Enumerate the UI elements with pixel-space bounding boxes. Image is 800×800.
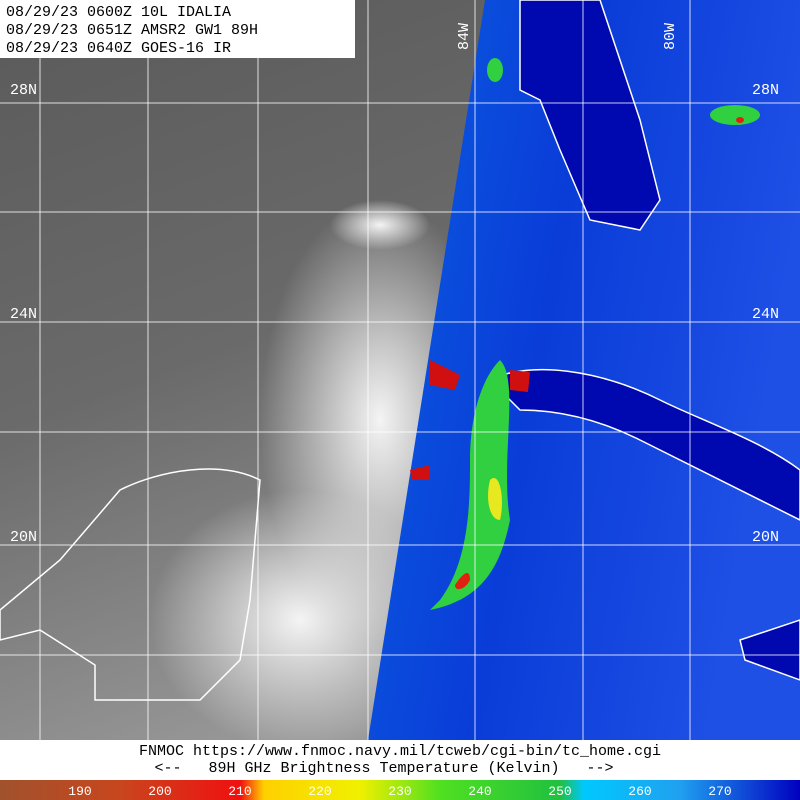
colorbar-tick-label: 250 — [548, 784, 571, 799]
colorbar-tick-label: 200 — [148, 784, 171, 799]
longitude-label: 84W — [456, 23, 473, 50]
longitude-label: 80W — [662, 23, 679, 50]
colorbar-ticks: 190 200 210 220 230 240 250 260 270 — [68, 784, 731, 799]
yucatan-coastline — [0, 468, 261, 701]
latitude-label: 28N — [752, 82, 779, 99]
colorbar-tick-label: 230 — [388, 784, 411, 799]
source-url: FNMOC https://www.fnmoc.navy.mil/tcweb/c… — [139, 743, 661, 760]
header-line: 08/29/23 0640Z GOES-16 IR — [6, 40, 231, 57]
precipitation — [410, 58, 760, 610]
header-line: 08/29/23 0651Z AMSR2 GW1 89H — [6, 22, 258, 39]
colorbar-tick-label: 260 — [628, 784, 651, 799]
latitude-label: 20N — [752, 529, 779, 546]
colorbar — [0, 780, 800, 800]
colorbar-title: <-- 89H GHz Brightness Temperature (Kelv… — [154, 760, 613, 777]
island — [739, 619, 800, 681]
header-box — [0, 0, 355, 58]
colorbar-tick-label: 220 — [308, 784, 331, 799]
colorbar-tick-label: 190 — [68, 784, 91, 799]
cuba — [488, 368, 800, 521]
latitude-label: 24N — [752, 306, 779, 323]
latitude-label: 28N — [10, 82, 37, 99]
florida — [519, 0, 661, 231]
latitude-label: 24N — [10, 306, 37, 323]
graticule — [0, 0, 800, 740]
colorbar-tick-label: 210 — [228, 784, 251, 799]
colorbar-tick-label: 240 — [468, 784, 491, 799]
map: 08/29/23 0600Z 10L IDALIA 08/29/23 0651Z… — [0, 0, 800, 750]
colorbar-tick-label: 270 — [708, 784, 731, 799]
header-line: 08/29/23 0600Z 10L IDALIA — [6, 4, 231, 21]
latitude-label: 20N — [10, 529, 37, 546]
footer — [0, 740, 800, 780]
cloud-mass — [150, 490, 450, 750]
cloud-mass — [330, 200, 430, 250]
